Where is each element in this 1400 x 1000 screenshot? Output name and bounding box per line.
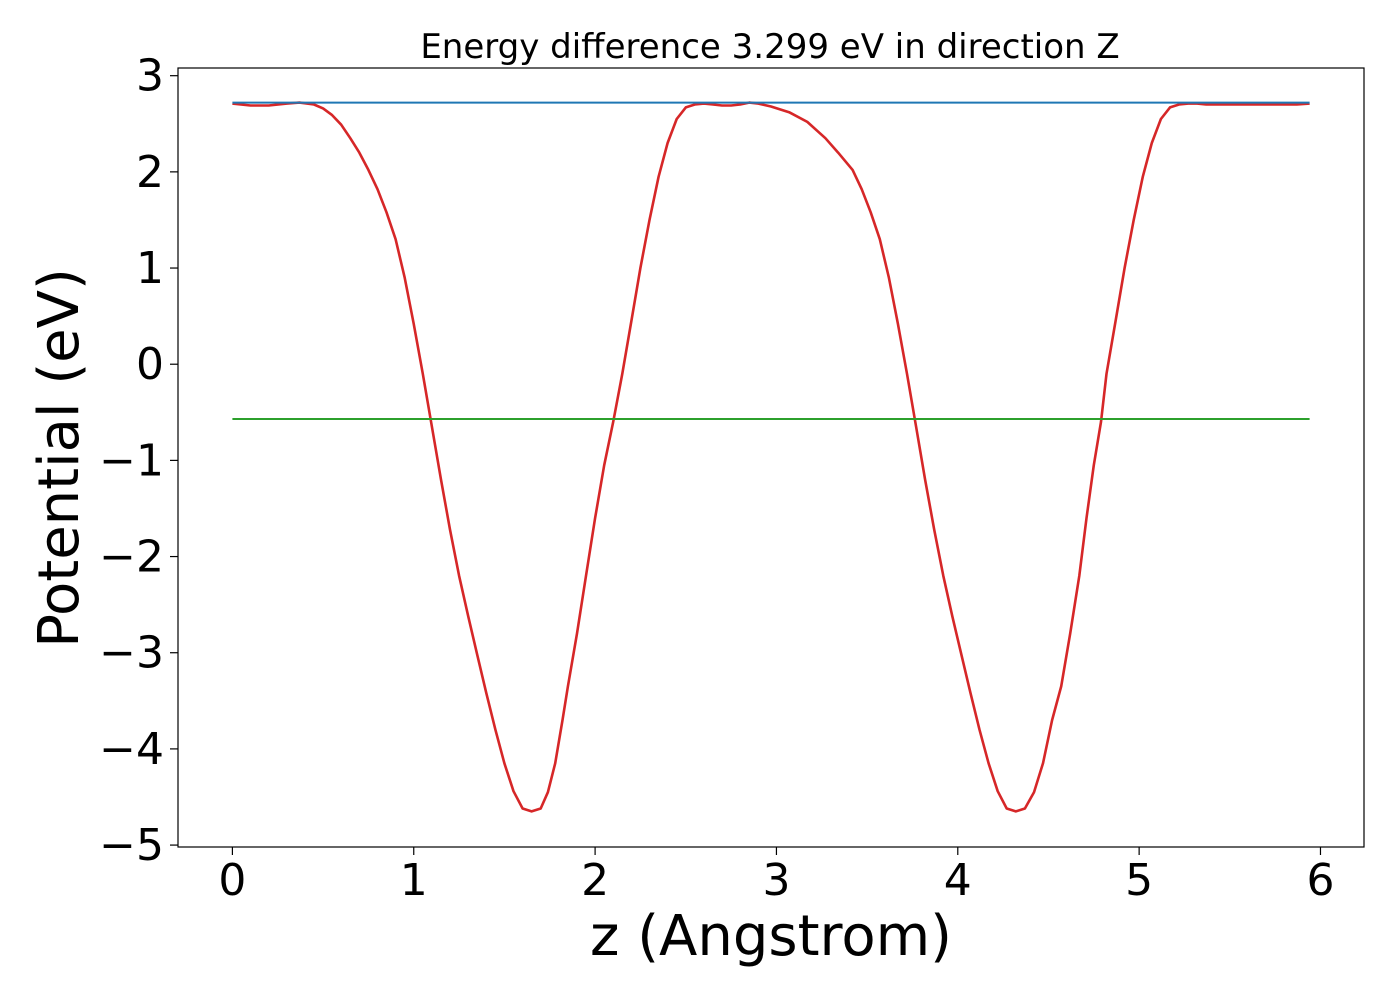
x-tick-label: 1 — [400, 855, 428, 906]
x-tick-label: 4 — [944, 855, 972, 906]
chart-title: Energy difference 3.299 eV in direction … — [420, 27, 1119, 67]
x-tick-label: 5 — [1125, 855, 1153, 906]
y-tick-label: 1 — [136, 243, 164, 294]
y-tick-label: −2 — [99, 532, 164, 583]
plot-frame — [177, 67, 1365, 848]
y-axis-ticks: −5 −4 −3 −2 −1 0 1 2 3 — [99, 51, 178, 871]
series-group — [232, 101, 1310, 813]
y-tick-label: 0 — [136, 339, 164, 390]
y-tick-label: −5 — [99, 820, 164, 871]
series-line-0 — [232, 101, 1310, 813]
x-tick-label: 3 — [762, 855, 790, 906]
y-tick-label: 3 — [136, 51, 164, 102]
x-tick-label: 0 — [218, 855, 246, 906]
x-tick-label: 6 — [1306, 855, 1334, 906]
y-tick-label: −4 — [99, 724, 164, 775]
y-tick-label: −3 — [99, 628, 164, 679]
y-tick-label: 2 — [136, 147, 164, 198]
x-axis-ticks: 0 1 2 3 4 5 6 — [218, 847, 1334, 906]
y-axis-label: Potential (eV) — [27, 268, 92, 648]
x-tick-label: 2 — [581, 855, 609, 906]
y-tick-label: −1 — [99, 435, 164, 486]
x-axis-label: z (Angstrom) — [590, 904, 952, 969]
